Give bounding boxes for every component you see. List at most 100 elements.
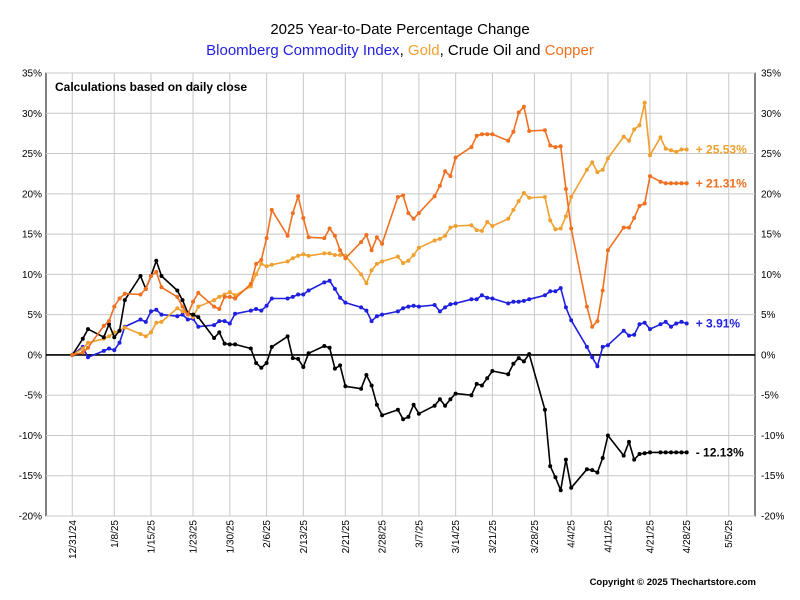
x-tick-label: 4/4/25 [567, 520, 578, 548]
data-point [621, 225, 626, 230]
data-point [485, 295, 490, 300]
data-point [406, 414, 411, 419]
copyright-text: Copyright © 2025 Thechartstore.com [590, 577, 756, 588]
y-axis-right: 35% 30% 25% 20% 15% 10% 5% 0% -5% -10% -15% -20% [761, 69, 784, 523]
data-point [600, 288, 605, 293]
data-point [138, 332, 143, 336]
data-point [584, 167, 589, 172]
data-point [443, 305, 448, 310]
data-point [527, 352, 532, 357]
data-point [411, 402, 416, 407]
y-tick-label-left: 35% [22, 69, 42, 80]
data-point [122, 298, 127, 303]
data-point [642, 201, 647, 206]
data-point [233, 342, 238, 347]
data-point [527, 195, 532, 200]
data-point [285, 296, 290, 301]
data-point [663, 146, 668, 151]
data-point [658, 135, 663, 140]
data-point [264, 236, 269, 241]
data-point [637, 203, 642, 208]
y-tick-label-left: -15% [19, 471, 42, 482]
data-point [443, 403, 448, 408]
series-copper [70, 104, 689, 357]
data-point [332, 253, 337, 257]
data-point [254, 261, 259, 266]
x-tick-label: 2/13/25 [299, 520, 310, 554]
data-point [411, 253, 416, 257]
data-point [443, 233, 448, 238]
data-point [490, 369, 495, 373]
data-point [254, 272, 259, 277]
data-point [553, 289, 558, 294]
chart-annotation: Calculations based on daily close [55, 80, 247, 94]
data-point [364, 281, 369, 286]
data-point [621, 453, 626, 458]
data-point [521, 104, 526, 109]
data-point [269, 344, 274, 349]
data-point [669, 450, 673, 455]
data-point [369, 268, 374, 273]
data-point [558, 144, 563, 149]
data-point [343, 384, 348, 389]
data-point [301, 252, 306, 257]
data-point [227, 290, 232, 295]
data-point [632, 457, 637, 462]
data-point [112, 335, 117, 340]
data-point [679, 319, 684, 324]
data-point [474, 133, 479, 138]
data-point [159, 312, 164, 317]
end-label-crude-oil: - 12.13% [696, 445, 744, 459]
data-point [248, 282, 253, 286]
data-point [600, 344, 605, 349]
data-point [469, 393, 474, 398]
data-point [338, 248, 343, 253]
data-point [584, 467, 589, 472]
data-point [553, 227, 558, 232]
data-point [175, 288, 180, 293]
data-point [101, 323, 106, 328]
y-tick-label-left: 15% [22, 230, 42, 241]
data-point [416, 245, 421, 250]
data-point [584, 344, 589, 349]
data-point [563, 305, 568, 310]
data-point [479, 132, 484, 137]
data-point [112, 348, 117, 353]
data-point [380, 259, 385, 264]
data-point [117, 296, 122, 301]
data-point [485, 132, 490, 137]
data-point [453, 224, 458, 228]
data-point [432, 403, 437, 408]
x-tick-label: 3/28/25 [530, 520, 541, 554]
data-point [296, 253, 301, 258]
data-point [469, 223, 474, 228]
y-tick-label-right: 0% [761, 350, 776, 361]
data-point [175, 314, 180, 319]
data-point [437, 397, 442, 402]
data-point [432, 303, 437, 307]
data-point [80, 350, 85, 355]
data-point [290, 256, 295, 261]
x-tick-label: 1/8/25 [110, 520, 121, 548]
data-point [437, 309, 442, 314]
data-point [600, 167, 605, 172]
data-point [448, 397, 453, 402]
data-point [590, 355, 595, 360]
data-point [259, 257, 264, 262]
data-point [154, 258, 159, 263]
data-point [149, 309, 153, 314]
data-point [448, 302, 453, 307]
data-point [80, 346, 85, 351]
data-point [416, 411, 421, 416]
data-point [285, 233, 290, 238]
data-point [259, 308, 264, 313]
data-point [248, 346, 253, 351]
data-point [521, 359, 526, 364]
data-point [511, 361, 516, 366]
data-point [259, 261, 264, 266]
subtitle-part-4: Copper [545, 42, 594, 59]
x-tick-label: 4/11/25 [603, 520, 614, 553]
data-point [359, 240, 364, 245]
subtitle-part-1: , [400, 42, 408, 59]
data-point [521, 298, 526, 303]
